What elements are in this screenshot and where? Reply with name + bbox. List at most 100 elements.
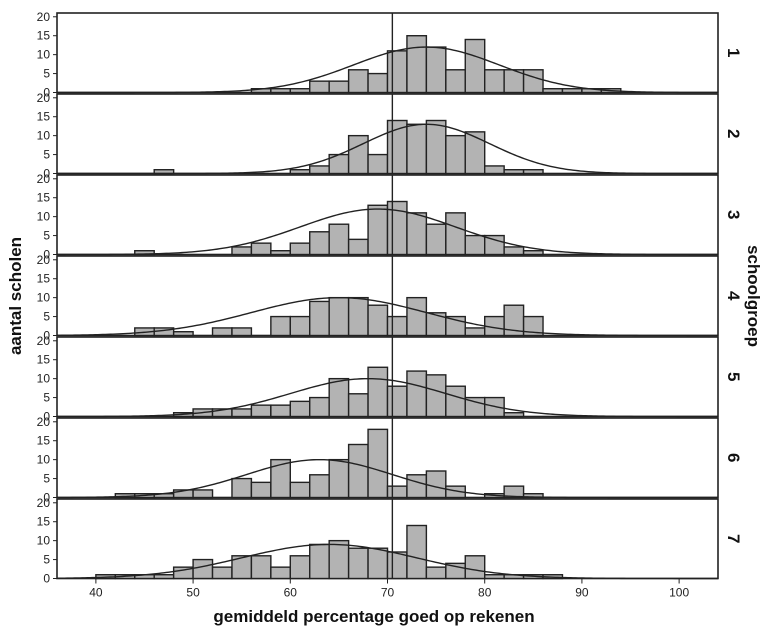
histogram-bar <box>347 134 369 175</box>
y-tick-label: 20 <box>37 253 51 267</box>
normal-curve <box>57 46 718 94</box>
y-tick-label: 5 <box>43 148 50 162</box>
histogram-bar <box>309 165 330 175</box>
y-tick-label: 0 <box>43 491 50 505</box>
histogram-bar <box>231 327 253 337</box>
y-tick-label: 15 <box>37 29 51 43</box>
panel-5: 0 5 10 15 20 5 <box>37 334 743 424</box>
x-tick-label: 100 <box>669 586 689 600</box>
normal-curve <box>57 123 718 175</box>
panel-label: 2 <box>724 129 743 138</box>
histogram-bar <box>270 250 291 256</box>
histogram-bar <box>347 69 369 94</box>
histogram-bar <box>464 234 486 256</box>
histogram-bar <box>522 315 544 337</box>
histogram-bar <box>425 46 447 94</box>
y-tick-label: 20 <box>37 172 51 186</box>
histogram-bar <box>445 212 466 256</box>
histogram-bar <box>542 88 564 94</box>
y-tick-label: 5 <box>43 391 50 405</box>
panel-7: 0 5 10 15 20 7 <box>37 496 743 586</box>
histogram-bar <box>406 296 428 337</box>
histogram-bar <box>289 169 311 175</box>
histogram-bar <box>289 315 311 337</box>
y-tick-label: 0 <box>43 329 50 343</box>
histogram-bar <box>347 547 369 580</box>
y-tick-label: 5 <box>43 310 50 324</box>
normal-curve <box>57 208 718 256</box>
panel-3: 0 5 10 15 20 3 <box>37 172 743 262</box>
histogram-bar <box>386 551 408 580</box>
y-tick-label: 10 <box>37 210 51 224</box>
x-tick-label: 80 <box>478 586 492 600</box>
y-tick-label: 15 <box>37 434 51 448</box>
histogram-bar <box>406 212 428 256</box>
histogram-bar <box>347 443 369 499</box>
histogram-bar <box>386 385 408 418</box>
y-tick-label: 0 <box>43 572 50 586</box>
normal-curve <box>57 377 718 418</box>
histogram-bar <box>386 485 408 499</box>
x-axis-title: gemiddeld percentage goed op rekenen <box>213 607 534 626</box>
histogram-bar <box>425 566 447 580</box>
histogram-bar <box>425 470 447 499</box>
normal-curve <box>56 543 718 580</box>
x-tick-label: 50 <box>186 586 200 600</box>
histogram-bar <box>464 327 486 337</box>
x-tick-label: 90 <box>575 586 589 600</box>
histogram-bar <box>192 489 214 499</box>
histogram-bar <box>250 481 272 499</box>
y-tick-label: 5 <box>43 229 50 243</box>
histogram-bar <box>211 566 233 580</box>
panel-label: 5 <box>724 372 743 381</box>
histogram-bar <box>503 169 525 175</box>
y-tick-label: 5 <box>43 67 50 81</box>
x-axis-ticks: 40 50 60 70 80 90 100 <box>89 578 689 600</box>
histogram-bar <box>328 377 350 418</box>
histogram-bar <box>289 242 311 256</box>
y-tick-label: 10 <box>37 129 51 143</box>
histogram-bar <box>347 238 369 256</box>
y-tick-label: 0 <box>43 86 50 100</box>
histogram-bar <box>231 408 253 418</box>
panel-6: 0 5 10 15 20 6 <box>37 415 743 505</box>
panel-label: 7 <box>724 534 743 543</box>
histogram-bar <box>289 88 311 94</box>
histogram-bar <box>406 524 428 580</box>
y-tick-label: 20 <box>37 496 51 510</box>
histogram-bar <box>153 574 175 580</box>
histogram-bar <box>270 458 291 499</box>
histogram-bar <box>406 474 428 499</box>
histogram-bar <box>522 69 544 94</box>
histogram-bar <box>172 331 194 337</box>
histogram-bar <box>328 80 350 94</box>
histogram-bar <box>484 69 505 94</box>
x-tick-label: 60 <box>284 586 298 600</box>
histogram-bar <box>309 300 330 337</box>
histogram-bar <box>484 165 505 175</box>
histogram-bar <box>464 131 486 175</box>
histogram-bar <box>309 396 330 418</box>
y-tick-label: 10 <box>37 453 51 467</box>
histogram-bar <box>464 38 486 94</box>
histogram-bar <box>522 250 544 256</box>
histogram-bar <box>425 374 447 418</box>
histogram-bar <box>561 88 583 94</box>
y-tick-label: 0 <box>43 410 50 424</box>
panel-4: 0 5 10 15 20 4 <box>37 253 743 343</box>
histogram-bar <box>367 366 389 418</box>
histogram-bar <box>270 315 291 337</box>
panels: 0510152010510152020510152030510152040510… <box>37 10 743 586</box>
normal-curve <box>56 458 718 499</box>
histogram-bar <box>445 385 466 418</box>
histogram-bar <box>328 296 350 337</box>
histogram-bar <box>386 50 408 94</box>
y-tick-label: 15 <box>37 515 51 529</box>
y-tick-label: 20 <box>37 91 51 105</box>
histogram-bar <box>231 246 253 256</box>
histogram-bar <box>309 543 330 580</box>
histogram-bar <box>367 204 389 256</box>
histogram-bar <box>289 555 311 580</box>
y-tick-label: 20 <box>37 334 51 348</box>
